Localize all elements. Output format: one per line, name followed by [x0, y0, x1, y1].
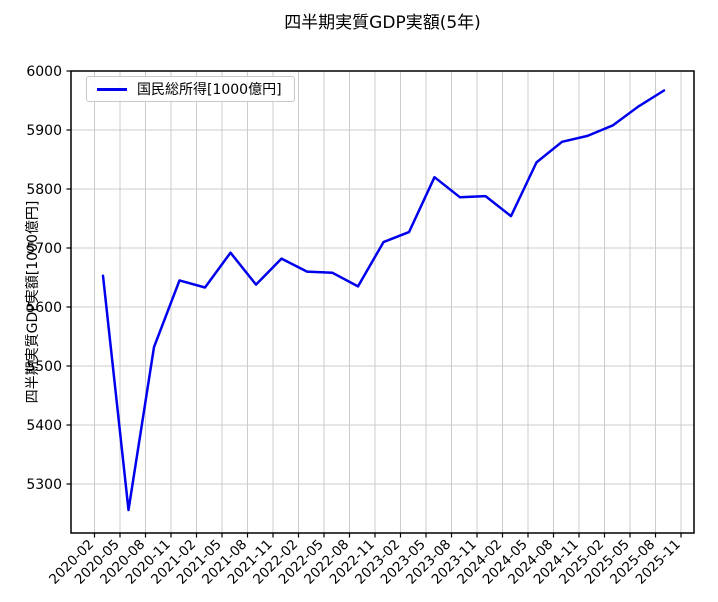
y-tick-label: 5800 — [26, 182, 62, 198]
gridlines — [71, 70, 694, 533]
y-tick-label: 5900 — [26, 123, 62, 139]
y-tick-label: 5600 — [26, 300, 62, 316]
y-tick-label: 5400 — [26, 418, 62, 434]
y-tick-label: 5700 — [26, 241, 62, 257]
y-tick-labels: 5300 5400 5500 5600 5700 5800 5900 6000 — [26, 64, 62, 493]
gdp-line — [101, 89, 666, 512]
axes-box — [70, 70, 695, 534]
chart-title: 四半期実質GDP実額(5年) — [284, 13, 481, 33]
tick-marks — [66, 70, 682, 538]
y-tick-label: 6000 — [26, 64, 62, 80]
y-tick-label: 5500 — [26, 359, 62, 375]
series — [101, 89, 666, 512]
x-tick-labels: 2020-022020-052020-082020-112021-022021-… — [46, 537, 684, 588]
legend-label: 国民総所得[1000億円] — [137, 82, 282, 98]
y-axis-label: 四半期実質GDP実額[1000億円] — [25, 200, 41, 404]
legend: 国民総所得[1000億円] — [86, 76, 295, 102]
legend-line-sample — [97, 87, 127, 91]
y-tick-label: 5300 — [26, 477, 62, 493]
